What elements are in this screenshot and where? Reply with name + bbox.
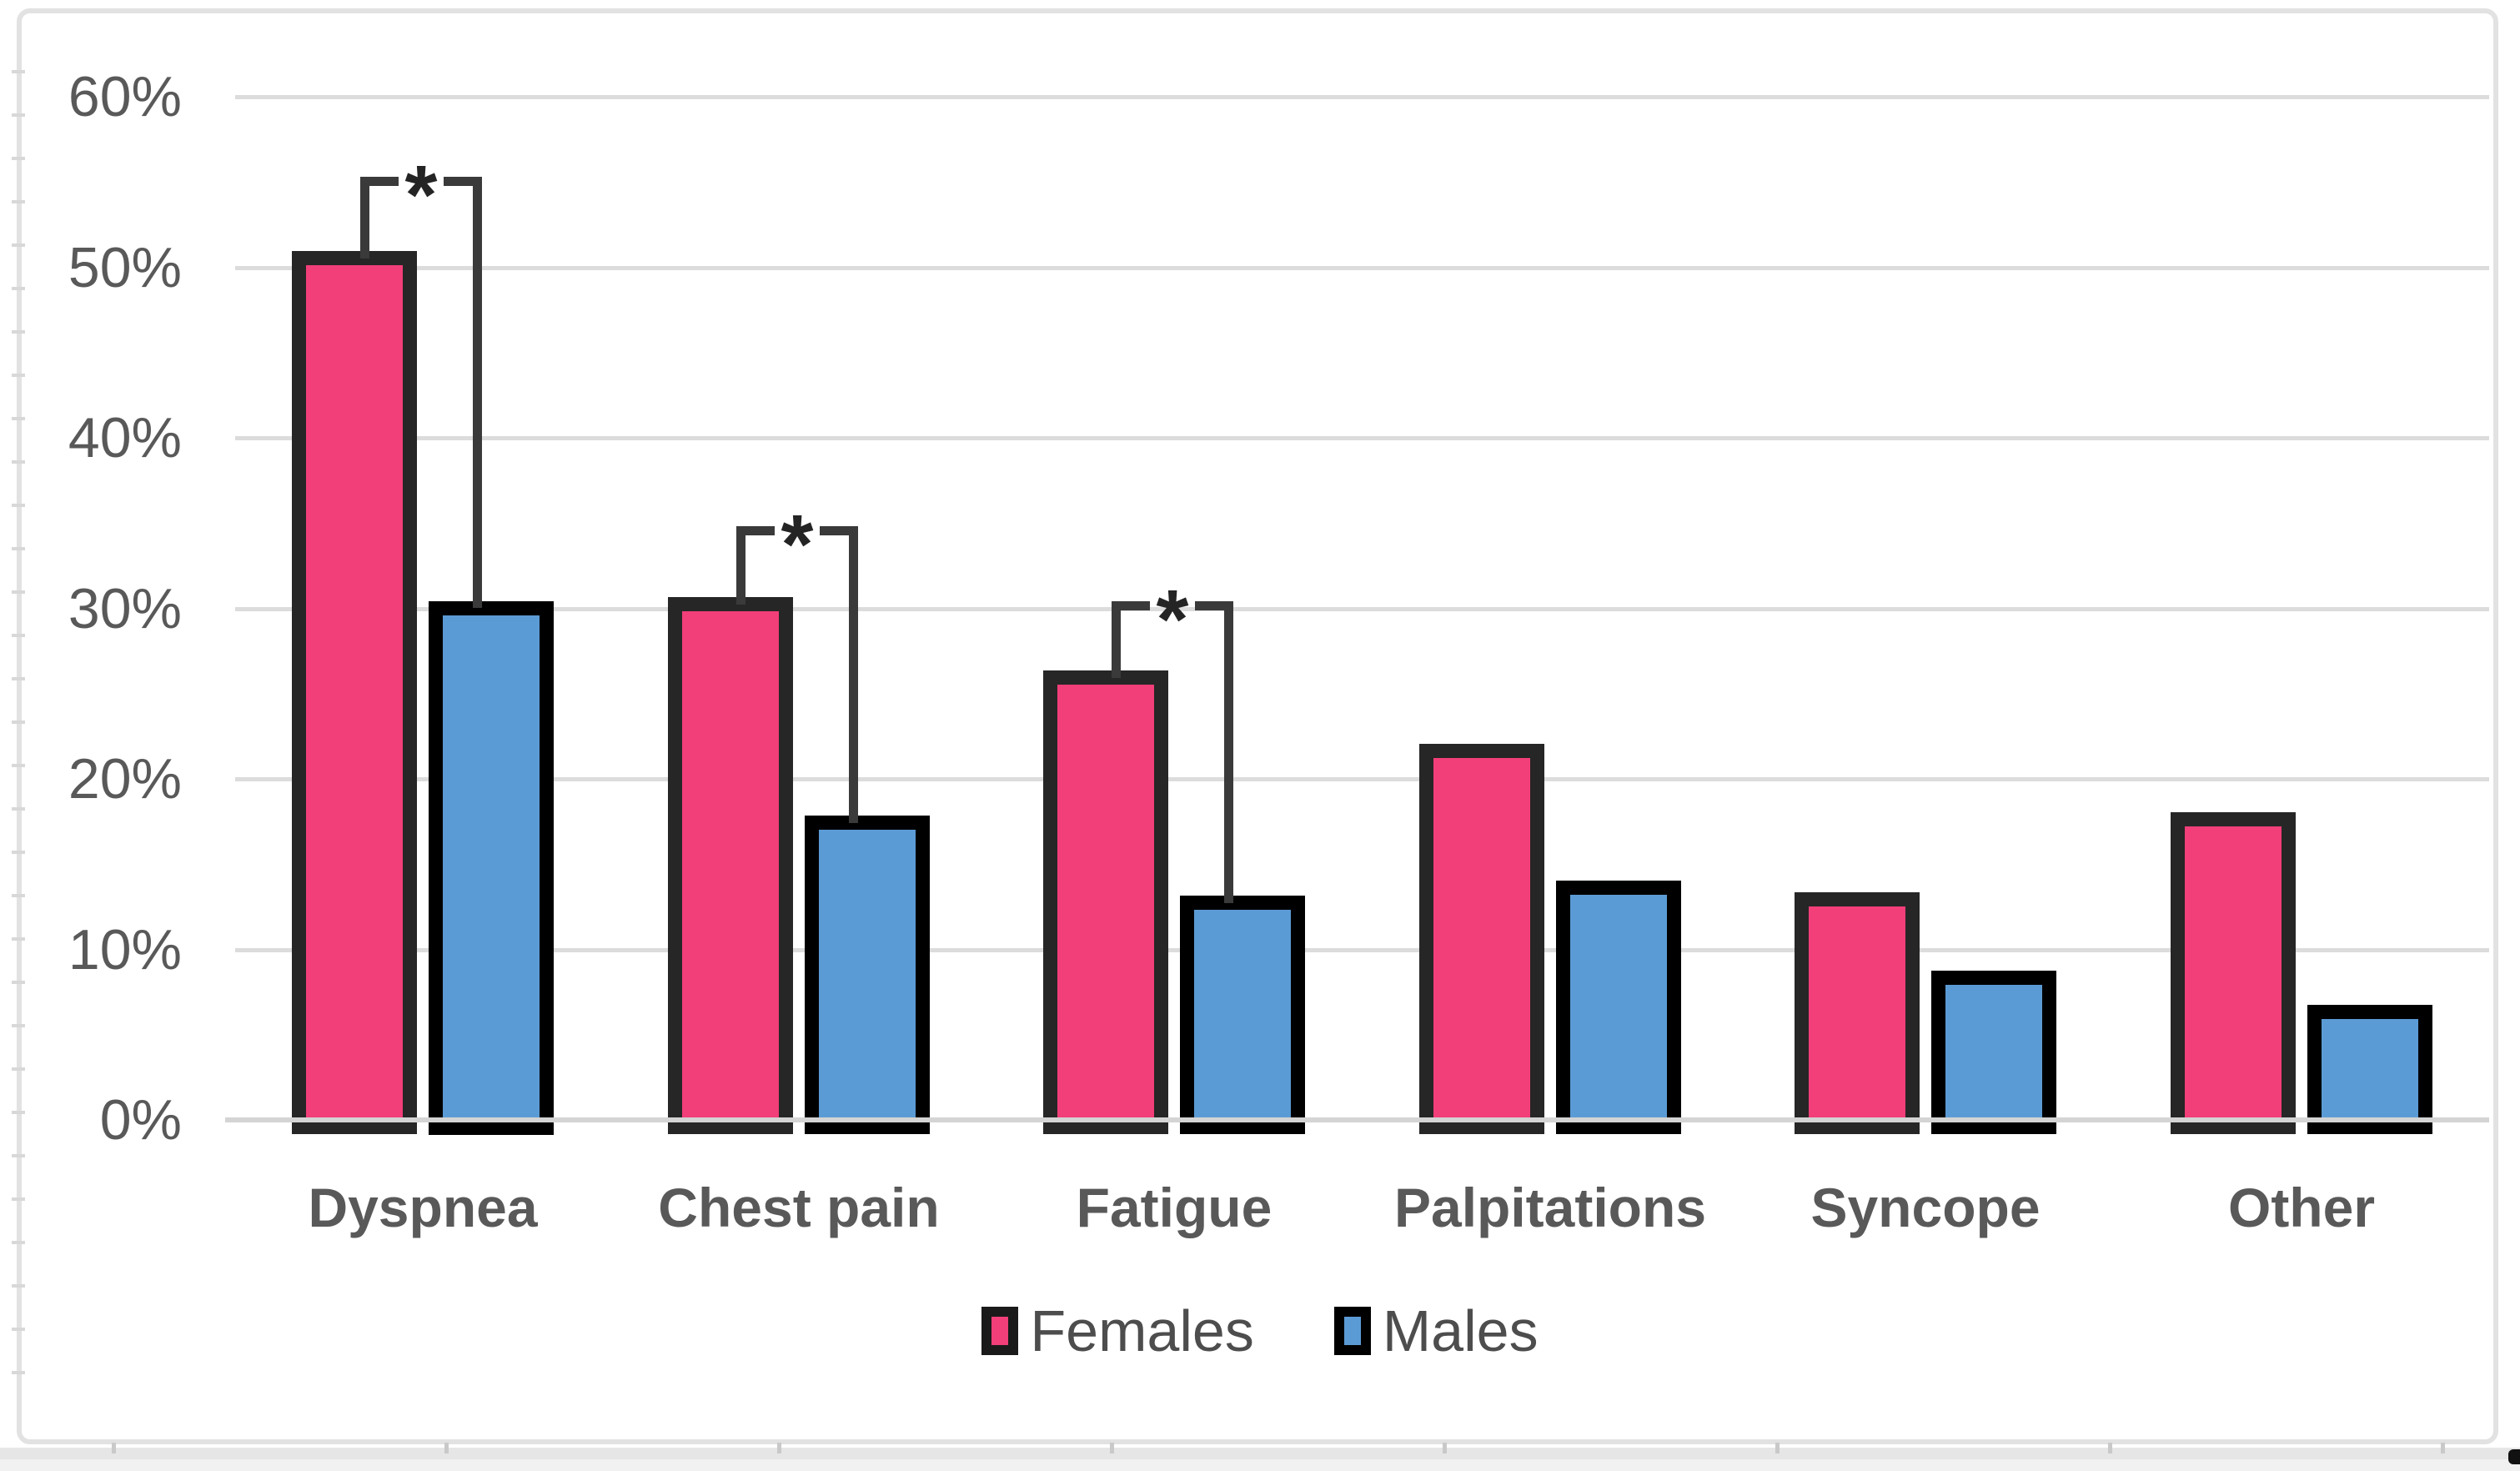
y-axis-tick-label: 30% [68, 577, 182, 640]
significance-asterisk-fatigue: * [1156, 573, 1189, 666]
bar-females-other[interactable] [2171, 812, 2296, 1134]
worksheet-row-tick [12, 1111, 25, 1114]
significance-asterisk-chest-pain: * [781, 498, 814, 591]
gridline-30 [235, 607, 2489, 611]
worksheet-row-tick [12, 981, 25, 984]
category-label-syncope: Syncope [1810, 1177, 2041, 1238]
worksheet-row-tick [12, 677, 25, 680]
gridline-60 [235, 95, 2489, 99]
category-label-palpitations: Palpitations [1393, 1177, 1707, 1238]
legend-item-females[interactable]: Females [981, 1298, 1254, 1364]
significance-asterisk-dyspnea: * [404, 148, 438, 242]
worksheet-row-tick [12, 1067, 25, 1071]
worksheet-column-tick [1110, 1443, 1114, 1453]
sig-bracket-right-stub-dyspnea [444, 177, 482, 186]
worksheet-column-tick [1443, 1443, 1447, 1453]
y-axis-tick-label: 0% [99, 1088, 182, 1152]
sig-bracket-left-stub-dyspnea [360, 177, 399, 186]
cropped-corner-mark [2508, 1449, 2520, 1464]
sig-bracket-right-post-chest-pain [849, 526, 858, 823]
worksheet-row-tick [12, 1197, 25, 1201]
legend-swatch-males [1333, 1307, 1371, 1355]
bar-males-palpitations[interactable] [1556, 881, 1681, 1134]
bar-males-chest-pain[interactable] [805, 816, 930, 1134]
worksheet-row-tick [12, 1328, 25, 1331]
worksheet-row-tick [12, 634, 25, 637]
worksheet-row-tick [12, 590, 25, 594]
worksheet-column-tick [1775, 1443, 1780, 1453]
legend-swatch-females [981, 1307, 1019, 1355]
category-label-fatigue: Fatigue [1076, 1177, 1273, 1238]
sig-bracket-left-post-fatigue [1112, 601, 1121, 678]
worksheet-row-tick [12, 1154, 25, 1157]
gridline-40 [235, 436, 2489, 440]
sig-bracket-right-post-fatigue [1224, 601, 1233, 903]
category-label-chest-pain: Chest pain [658, 1177, 940, 1238]
worksheet-row-tick [12, 851, 25, 854]
worksheet-row-tick [12, 720, 25, 724]
worksheet-row-tick [12, 374, 25, 377]
worksheet-column-tick [444, 1443, 449, 1453]
worksheet-row-tick [12, 504, 25, 507]
worksheet-row-tick [12, 547, 25, 550]
x-axis-baseline [225, 1117, 2489, 1122]
worksheet-row-tick [12, 1371, 25, 1374]
sig-bracket-right-stub-fatigue [1195, 601, 1233, 610]
bar-females-palpitations[interactable] [1419, 744, 1544, 1134]
worksheet-row-tick [12, 287, 25, 290]
sig-bracket-right-stub-chest-pain [820, 526, 858, 535]
worksheet-row-tick [12, 1241, 25, 1244]
gridline-20 [235, 777, 2489, 781]
worksheet-row-tick [12, 243, 25, 247]
bar-males-fatigue[interactable] [1180, 896, 1305, 1134]
y-axis-tick-label: 50% [68, 236, 182, 299]
worksheet-row-band-2 [0, 1459, 2520, 1471]
y-axis-tick-label: 10% [68, 918, 182, 982]
bar-males-other[interactable] [2307, 1005, 2432, 1134]
sig-bracket-left-stub-fatigue [1112, 601, 1150, 610]
worksheet-row-tick [12, 200, 25, 203]
worksheet-row-tick [12, 460, 25, 464]
gridline-10 [235, 948, 2489, 952]
worksheet-row-tick [12, 157, 25, 160]
y-axis-tick-label: 40% [68, 406, 182, 469]
bar-females-chest-pain[interactable] [668, 597, 793, 1134]
category-label-other: Other [2227, 1177, 2376, 1238]
worksheet-row-tick [12, 330, 25, 334]
y-axis-tick-label: 60% [68, 65, 182, 128]
worksheet-row-tick [12, 1284, 25, 1288]
worksheet-row-tick [12, 1024, 25, 1027]
category-label-dyspnea: Dyspnea [308, 1177, 538, 1238]
worksheet-row-band [0, 1448, 2520, 1459]
y-axis-tick-label: 20% [68, 747, 182, 811]
worksheet-column-tick [777, 1443, 781, 1453]
worksheet-row-tick [12, 807, 25, 811]
worksheet-column-tick [112, 1443, 116, 1453]
legend-item-males[interactable]: Males [1333, 1298, 1539, 1364]
worksheet-row-tick [12, 764, 25, 767]
bar-females-dyspnea[interactable] [292, 251, 417, 1134]
legend-label-males: Males [1382, 1298, 1539, 1363]
worksheet-column-tick [2441, 1443, 2445, 1453]
bar-males-syncope[interactable] [1931, 971, 2056, 1134]
worksheet-column-tick [2108, 1443, 2112, 1453]
worksheet-row-tick [12, 417, 25, 420]
sig-bracket-left-stub-chest-pain [736, 526, 775, 535]
sig-bracket-left-post-chest-pain [736, 526, 745, 605]
worksheet-row-tick [12, 937, 25, 941]
sig-bracket-right-post-dyspnea [473, 177, 482, 608]
legend-label-females: Females [1030, 1298, 1254, 1363]
bar-males-dyspnea[interactable] [429, 601, 554, 1135]
bar-females-fatigue[interactable] [1043, 670, 1168, 1134]
worksheet-row-tick [12, 113, 25, 117]
bar-females-syncope[interactable] [1795, 892, 1920, 1134]
worksheet-row-tick [12, 70, 25, 73]
sig-bracket-left-post-dyspnea [360, 177, 369, 259]
worksheet-row-tick [12, 894, 25, 897]
gridline-50 [235, 266, 2489, 270]
chart-legend: Females Males [0, 1298, 2520, 1364]
